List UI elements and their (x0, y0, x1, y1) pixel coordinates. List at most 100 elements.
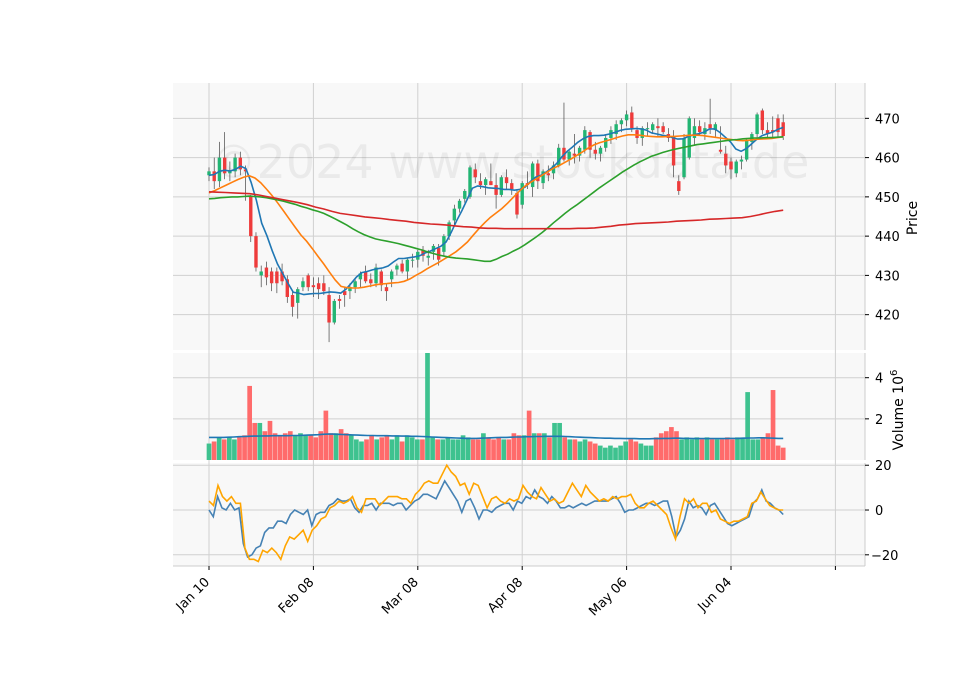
volume-bar (775, 445, 781, 460)
volume-bar (470, 439, 476, 460)
candle-body (640, 128, 644, 138)
volume-bar (415, 439, 420, 460)
volume-bar (648, 445, 654, 460)
volume-bar (501, 439, 507, 460)
volume-bar (745, 392, 750, 460)
volume-bar (404, 435, 410, 460)
x-tick-label: May 06 (586, 575, 630, 619)
volume-bar (597, 445, 603, 460)
candle-body (275, 271, 279, 284)
volume-bar (338, 429, 344, 460)
volume-bar (557, 422, 562, 460)
candle-body (395, 265, 399, 270)
candle-body (671, 136, 676, 166)
candle-body (619, 120, 624, 125)
volume-bar (333, 433, 339, 460)
volume-bar (318, 431, 324, 460)
volume-ytick-label: 2 (875, 413, 883, 428)
moving-average-20-line (208, 134, 784, 289)
volume-panel (206, 353, 786, 460)
volume-bar (547, 437, 552, 460)
candle-body (494, 185, 498, 195)
volume-bar (694, 437, 700, 460)
x-tick-label: Jun 04 (695, 575, 735, 615)
candle-body (358, 273, 363, 280)
volume-bar (643, 445, 649, 460)
volume-bar (628, 439, 634, 460)
volume-bar (582, 439, 588, 460)
volume-bar (242, 435, 247, 460)
price-ytick-label: 460 (875, 152, 900, 167)
volume-bar (216, 437, 222, 460)
candle-body (222, 157, 227, 174)
candle-body (390, 271, 394, 280)
volume-bar (364, 439, 369, 460)
volume-bar (740, 437, 745, 460)
price-ytick-label: 450 (875, 191, 900, 206)
candle-body (311, 285, 316, 288)
indicator-panel-bg (173, 463, 865, 566)
volume-bar (526, 410, 532, 460)
candle-body (228, 171, 232, 174)
candle-body (651, 124, 655, 131)
volume-bar (638, 443, 644, 460)
candle-body (327, 295, 331, 323)
volume-bar (511, 433, 517, 460)
volume-bar (496, 437, 501, 460)
moving-average-5-line (208, 126, 784, 296)
volume-bar (730, 439, 735, 460)
volume-bar (298, 433, 303, 460)
candle-body (755, 114, 759, 135)
candle-body (677, 181, 681, 191)
candle-body (692, 126, 697, 138)
volume-bar (389, 439, 395, 460)
candle-body (217, 157, 222, 182)
candle-body (598, 147, 603, 154)
candle-body (588, 132, 592, 150)
candle-body (306, 275, 310, 288)
volume-bar (572, 439, 578, 460)
candle-body (447, 222, 451, 237)
candle-body (760, 110, 765, 131)
moving-average-50-line (208, 136, 784, 263)
candle-body (771, 130, 775, 133)
volume-bar (684, 437, 689, 460)
moving-average-200-line (208, 191, 784, 230)
candle-body (724, 153, 728, 166)
volume-axis-title-text: Volume 10 (891, 376, 907, 450)
indicator-ytick-label: 20 (875, 459, 892, 474)
volume-bar (287, 431, 293, 460)
volume-bar (719, 439, 725, 460)
candle-body (504, 177, 509, 184)
volume-bar (430, 437, 435, 460)
candle-body (744, 139, 749, 160)
volume-bar (409, 437, 415, 460)
gridlines (173, 83, 865, 566)
candle-body (734, 161, 738, 174)
candle-body (604, 137, 608, 148)
volume-bar (282, 433, 288, 460)
candle-body (510, 183, 514, 190)
volume-axis-title: Volume 106 (889, 370, 907, 451)
volume-bar (592, 443, 598, 460)
watermark: ©2024 www.stockdata.de (211, 135, 810, 189)
volume-bar (770, 390, 776, 460)
price-ytick-label: 470 (875, 112, 900, 127)
volume-bar (663, 431, 669, 460)
price-ytick-label: 430 (875, 269, 900, 284)
candle-body (499, 177, 504, 195)
candle-body (463, 190, 467, 199)
candle-body (593, 149, 597, 154)
candle-body (363, 271, 368, 282)
candle-body (515, 192, 519, 215)
candle-body (348, 287, 352, 292)
volume-bar (750, 439, 756, 460)
candle-body (489, 181, 493, 186)
volume-bar (450, 439, 456, 460)
volume-bar (491, 439, 496, 460)
candle-body (729, 161, 733, 170)
volume-bar (603, 447, 608, 460)
candle-body (285, 279, 289, 297)
x-tick-label: Mar 08 (379, 575, 422, 618)
